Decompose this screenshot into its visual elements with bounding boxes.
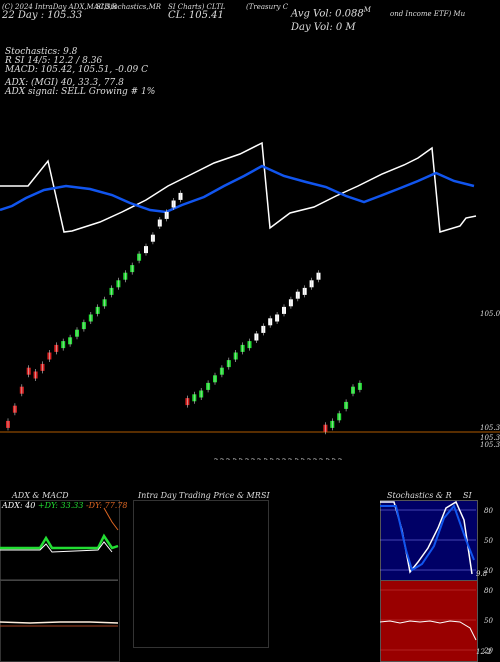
date-tick: 22 Aug	[306, 458, 312, 460]
stoch-tick-80: 80	[484, 507, 493, 515]
intraday-panel	[133, 500, 269, 648]
rsi-value-label: 12.2	[476, 648, 492, 656]
intraday-panel-title-2: SI	[261, 491, 270, 500]
stoch-panel-title-2: SI	[463, 491, 472, 500]
date-tick: 07 Aug	[238, 458, 244, 460]
date-tick: 28 Aug	[331, 458, 337, 460]
stoch-panel-title: Stochastics & R	[387, 491, 452, 500]
date-tick: 01 Aug	[213, 458, 219, 460]
date-tick: 12 Aug	[256, 458, 262, 460]
date-tick: 26 Aug	[318, 458, 324, 460]
date-tick: 09 Aug	[250, 458, 256, 460]
date-tick: 08 Aug	[244, 458, 250, 460]
date-tick: 15 Aug	[275, 458, 281, 460]
date-tick: 14 Aug	[269, 458, 275, 460]
stoch-tick-50: 50	[484, 537, 493, 545]
candles-group	[6, 190, 362, 434]
price-axis-1: 105.32	[480, 424, 500, 432]
date-tick: 23 Aug	[312, 458, 318, 460]
date-axis: 12 Jun13 Jun14 Jun17 Jun18 Jun20 Jun21 J…	[2, 458, 343, 460]
date-tick: 16 Aug	[281, 458, 287, 460]
date-tick: 05 Aug	[225, 458, 231, 460]
date-tick: 06 Aug	[231, 458, 237, 460]
intraday-panel-title: Intra Day Trading Price & MR	[138, 491, 261, 500]
macd-subpanel	[0, 580, 118, 661]
date-tick: 02 Aug	[219, 458, 225, 460]
macd-blue-line	[0, 166, 474, 212]
date-tick: 20 Aug	[293, 458, 299, 460]
rsi-tick-80: 80	[484, 587, 493, 595]
stoch-value-label: 9.8	[476, 570, 487, 578]
date-tick: 21 Aug	[300, 458, 306, 460]
price-chart: 12 Jun13 Jun14 Jun17 Jun18 Jun20 Jun21 J…	[0, 0, 500, 460]
adx-panel-title: ADX & MACD	[12, 491, 69, 500]
stoch-rsi-lines	[380, 500, 500, 660]
date-tick: 13 Aug	[262, 458, 268, 460]
price-axis-3: 105.33	[480, 441, 500, 449]
date-tick: 19 Aug	[287, 458, 293, 460]
date-tick: 29 Aug	[337, 458, 343, 460]
rsi-tick-50: 50	[484, 617, 493, 625]
date-tick: 27 Aug	[324, 458, 330, 460]
price-axis-top: 105.00	[480, 310, 500, 318]
